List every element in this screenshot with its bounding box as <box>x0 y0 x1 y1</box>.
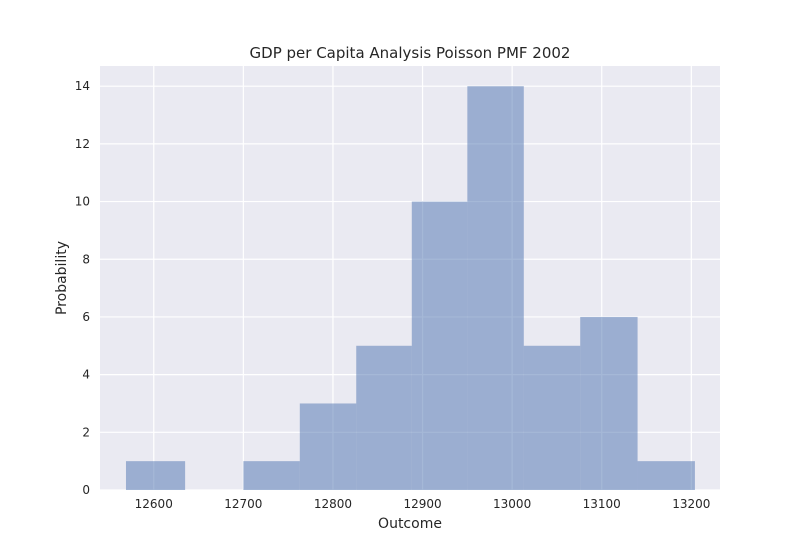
y-tick-label: 14 <box>75 79 90 93</box>
histogram-bar <box>467 86 524 490</box>
y-tick-label: 10 <box>75 195 90 209</box>
y-tick-label: 2 <box>82 425 90 439</box>
x-tick-label: 13100 <box>583 497 621 511</box>
y-tick-labels: 0 2 4 6 8 10 12 14 <box>75 79 90 497</box>
chart-title: GDP per Capita Analysis Poisson PMF 2002 <box>250 44 571 62</box>
histogram-bar <box>356 345 412 490</box>
x-tick-label: 12600 <box>135 497 173 511</box>
y-axis-label: Probability <box>54 241 70 315</box>
histogram-bar <box>523 345 581 490</box>
x-tick-labels: 12600 12700 12800 12900 13000 13100 13200 <box>135 497 711 511</box>
x-tick-label: 13200 <box>672 497 710 511</box>
x-tick-label: 12800 <box>314 497 352 511</box>
y-tick-label: 6 <box>82 310 90 324</box>
x-tick-label: 12900 <box>403 497 441 511</box>
y-tick-label: 0 <box>82 483 90 497</box>
histogram-bar <box>637 461 695 490</box>
bars <box>125 86 695 490</box>
y-tick-label: 8 <box>82 252 90 266</box>
histogram-bar <box>299 403 357 490</box>
y-tick-label: 12 <box>75 137 90 151</box>
histogram-bar <box>411 201 468 490</box>
histogram-bar <box>580 316 638 490</box>
x-tick-label: 13000 <box>493 497 531 511</box>
histogram-bar <box>125 461 186 490</box>
x-tick-label: 12700 <box>224 497 262 511</box>
y-tick-label: 4 <box>82 368 90 382</box>
x-axis-label: Outcome <box>378 516 442 532</box>
histogram-bar <box>243 461 300 490</box>
